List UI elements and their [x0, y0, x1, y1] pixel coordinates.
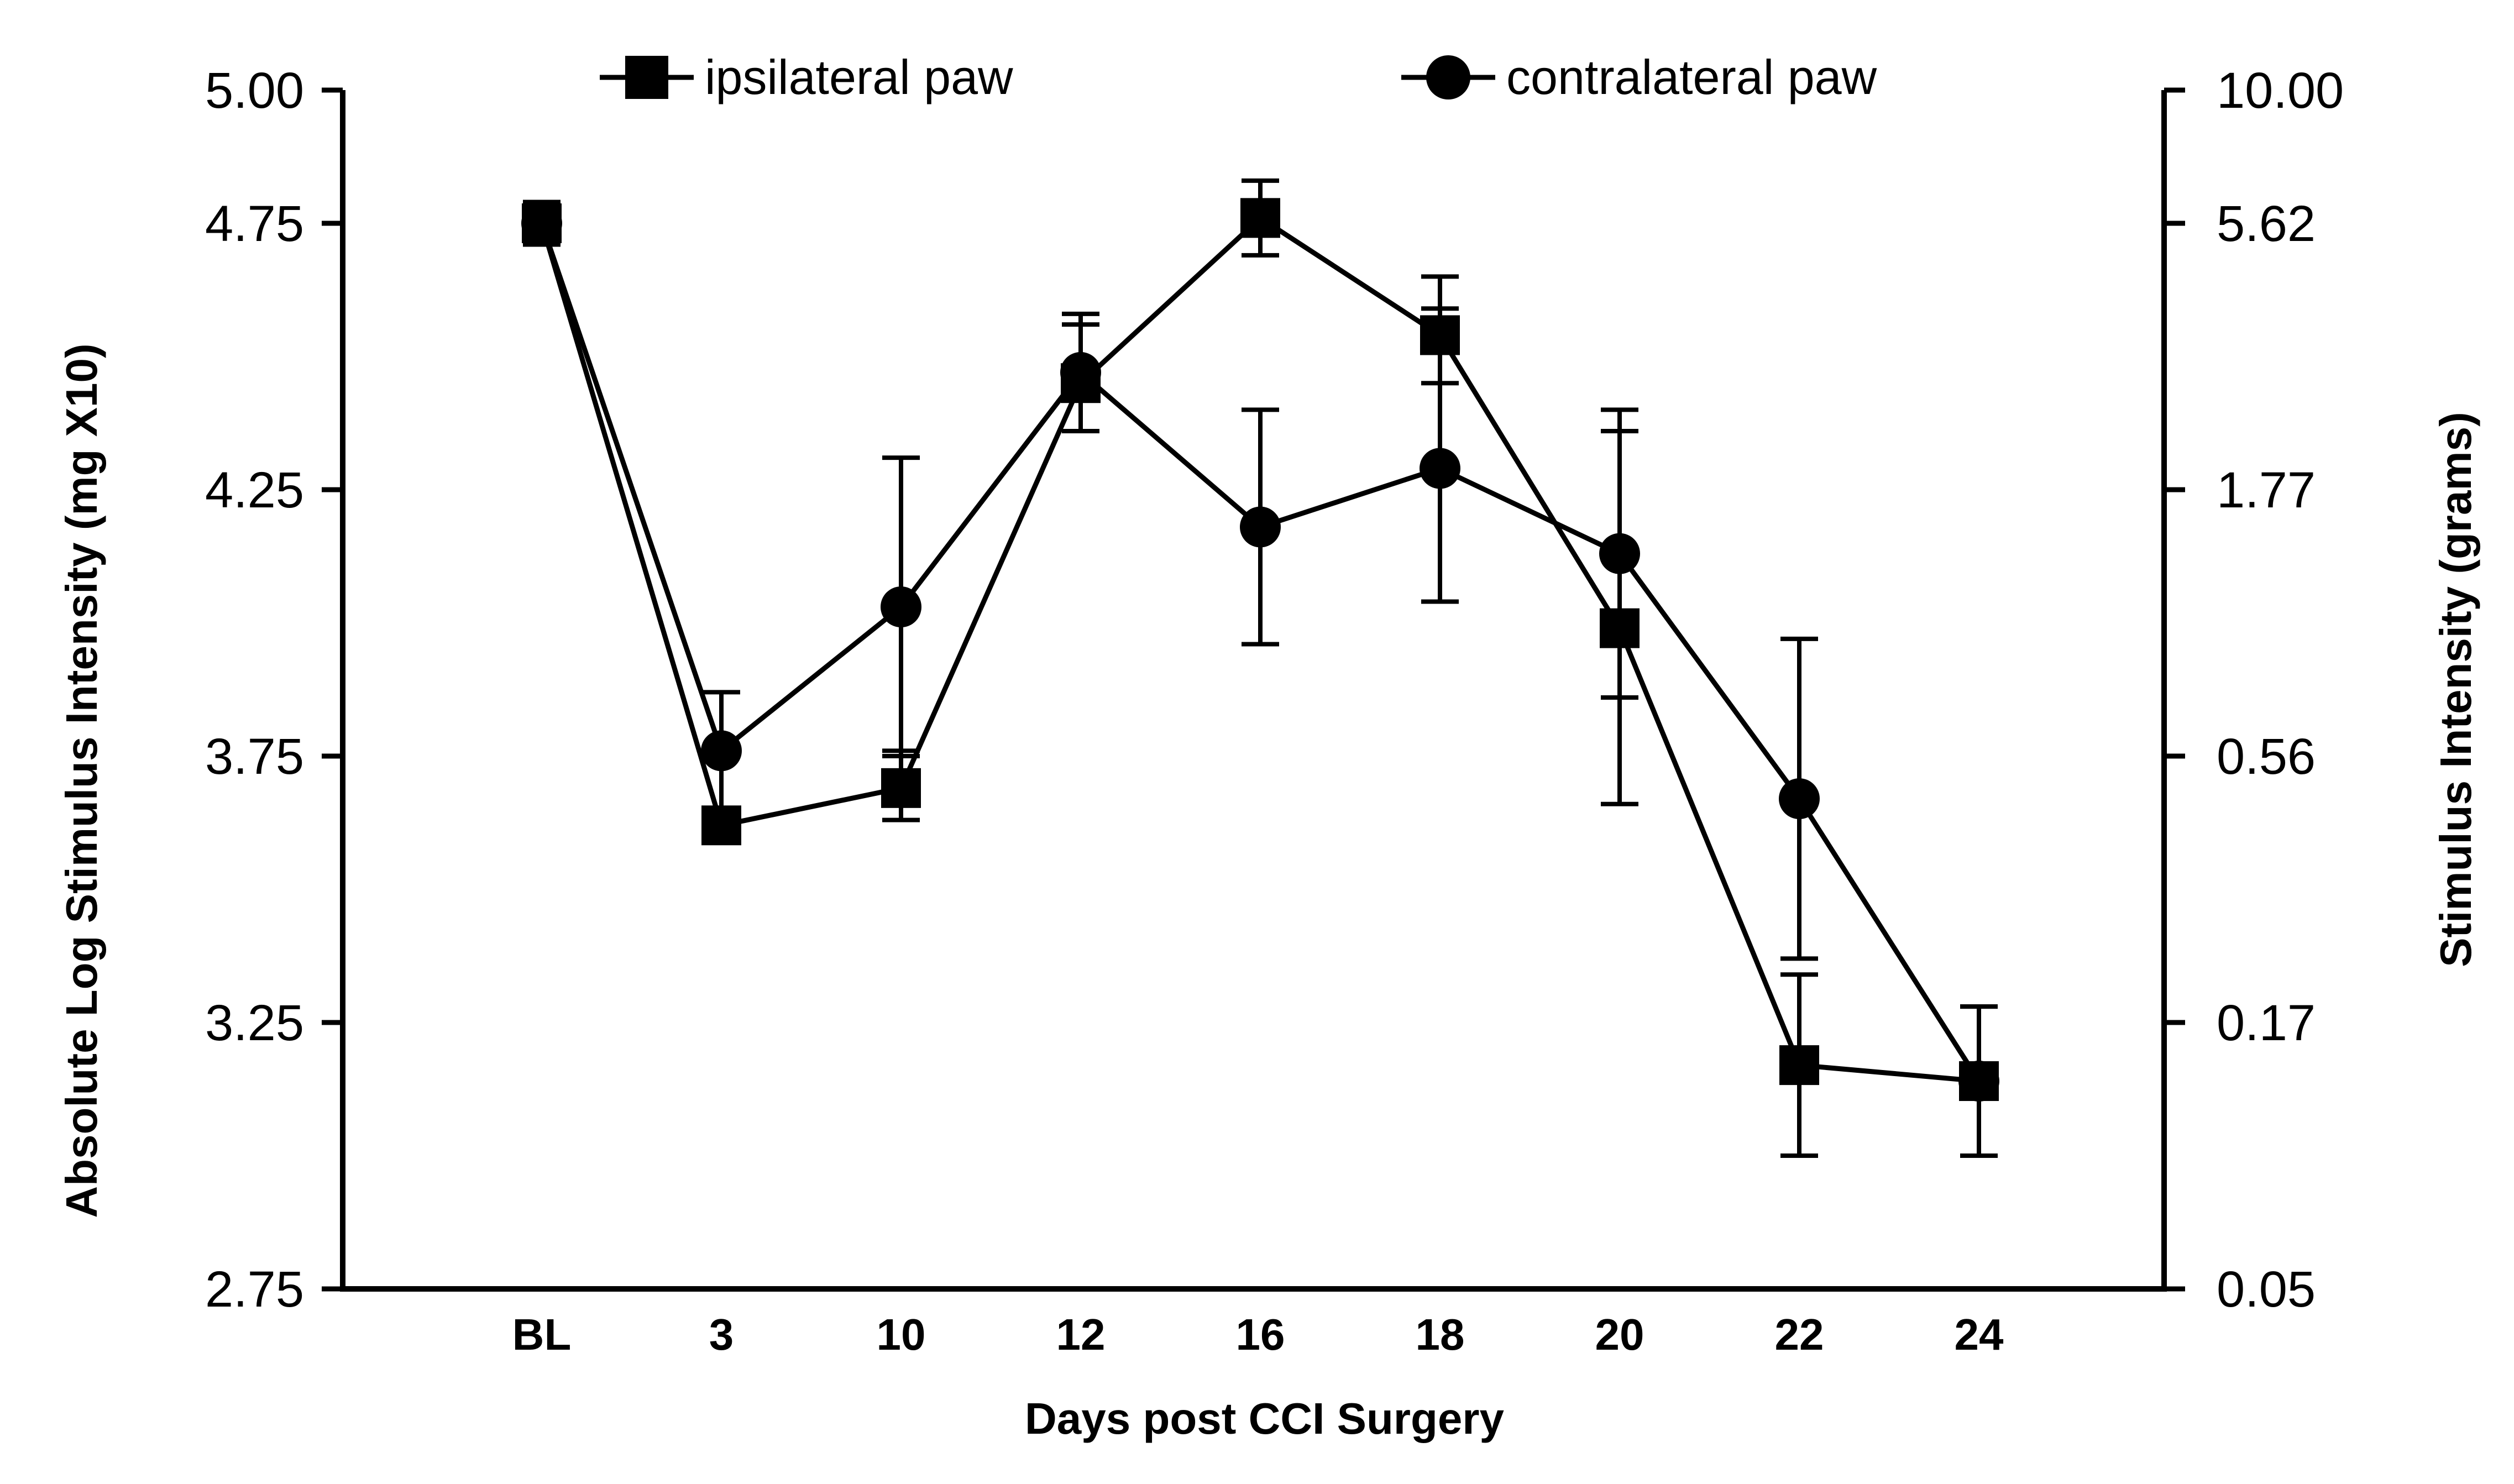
left-tick-label: 4.25: [205, 462, 304, 518]
data-point-circle: [881, 586, 921, 628]
right-tick-label: 5.62: [2217, 196, 2316, 252]
y-axis-title: Absolute Log Stimulus Intensity (mg X10): [57, 343, 106, 1218]
x-tick-label: 12: [1056, 1310, 1106, 1359]
y2-axis-title: Stimulus Intensity (grams): [2431, 412, 2480, 967]
data-point-circle: [521, 203, 562, 244]
left-tick-label: 5.00: [205, 62, 304, 119]
legend-item-ipsilateral: ipsilateral paw: [600, 50, 1013, 104]
data-point-circle: [1779, 778, 1820, 820]
series-contralateral: [521, 200, 1999, 1158]
data-point-square: [701, 805, 741, 846]
x-tick-label: 10: [877, 1310, 926, 1359]
right-tick-label: 0.17: [2217, 995, 2316, 1051]
x-tick-label: 16: [1236, 1310, 1285, 1359]
circle-marker-icon: [1426, 55, 1470, 99]
legend-label-contralateral: contralateral paw: [1506, 50, 1877, 104]
right-y-ticks: 0.05 0.17 0.56 1.77 5.62 10.00: [2164, 62, 2344, 1318]
right-tick-label: 0.56: [2217, 728, 2316, 785]
data-point-circle: [1599, 533, 1640, 574]
right-tick-label: 1.77: [2217, 462, 2316, 518]
left-y-ticks: 2.75 3.25 3.75 4.25 4.75 5.00: [205, 62, 343, 1318]
x-tick-label: BL: [512, 1310, 572, 1359]
x-axis-title: Days post CCI Surgery: [1025, 1394, 1504, 1443]
legend-item-contralateral: contralateral paw: [1401, 50, 1877, 104]
data-point-square: [1779, 1045, 1819, 1086]
legend-label-ipsilateral: ipsilateral paw: [705, 50, 1013, 104]
x-tick-label: 22: [1775, 1310, 1824, 1359]
x-tick-label: 24: [1955, 1310, 2004, 1359]
x-tick-label: 18: [1416, 1310, 1465, 1359]
data-point-circle: [1240, 506, 1281, 548]
data-point-circle: [1420, 448, 1460, 489]
data-point-circle: [701, 730, 742, 772]
series-line: [539, 214, 1979, 1084]
data-point-circle: [1060, 352, 1101, 393]
left-tick-label: 3.75: [205, 728, 304, 785]
data-point-square: [1240, 198, 1280, 238]
x-tick-label: 20: [1595, 1310, 1644, 1359]
legend: ipsilateral paw contralateral paw: [600, 50, 1877, 104]
x-tick-label: 3: [709, 1310, 734, 1359]
series-line: [539, 222, 1981, 1083]
data-point-circle: [1958, 1061, 1999, 1102]
left-tick-label: 4.75: [205, 196, 304, 252]
square-marker-icon: [625, 56, 668, 99]
x-category-labels: BL 3 10 12 16 18 20 22 24: [512, 1310, 2004, 1359]
right-tick-label: 10.00: [2217, 62, 2344, 119]
series-ipsilateral: [522, 178, 1999, 1158]
right-tick-label: 0.05: [2217, 1261, 2316, 1318]
left-tick-label: 2.75: [205, 1261, 304, 1318]
series-layer: [521, 178, 1999, 1158]
data-point-square: [881, 768, 921, 808]
left-tick-label: 3.25: [205, 995, 304, 1051]
